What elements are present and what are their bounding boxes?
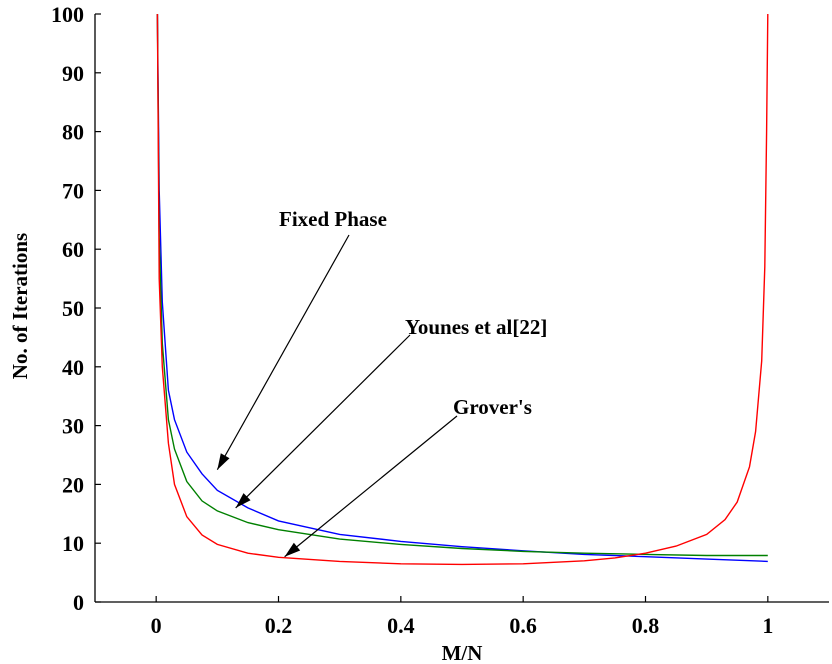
x-tick-label: 0: [151, 613, 162, 638]
annotation-arrow: [235, 334, 411, 509]
x-axis-label: M/N: [442, 641, 483, 664]
x-tick-label: 0.2: [265, 613, 293, 638]
series-line-0: [156, 13, 768, 563]
y-tick-label: 80: [62, 120, 84, 145]
y-axis-label: No. of Iterations: [8, 233, 32, 379]
annotation-label: Fixed Phase: [279, 207, 387, 231]
annotation-label: Grover's: [453, 395, 532, 419]
annotations: Fixed Phase Younes et al[22] Grover's: [216, 207, 547, 558]
y-tick-label: 40: [62, 355, 84, 380]
arrow-head-icon: [235, 493, 251, 508]
y-tick-label: 20: [62, 472, 84, 497]
arrow-head-icon: [284, 542, 301, 557]
x-tick-label: 0.8: [632, 613, 660, 638]
y-tick-label: 60: [62, 237, 84, 262]
annotation-label: Younes et al[22]: [405, 315, 547, 339]
y-tick-label: 0: [73, 590, 84, 615]
y-tick-label: 70: [62, 178, 84, 203]
y-tick-label: 10: [62, 531, 84, 556]
series-lines: [156, 13, 769, 566]
y-tick-label: 30: [62, 414, 84, 439]
series-line-1: [156, 13, 768, 557]
y-tick-label: 90: [62, 61, 84, 86]
y-tick-label: 50: [62, 296, 84, 321]
arrow-head-icon: [217, 453, 230, 470]
annotation-arrow: [284, 415, 458, 558]
annotation-arrow: [216, 234, 350, 470]
x-tick-label: 1: [762, 613, 773, 638]
x-tick-label: 0.6: [509, 613, 537, 638]
plot-area: [94, 14, 829, 603]
y-tick-label: 100: [51, 2, 84, 27]
x-tick-label: 0.4: [387, 613, 415, 638]
series-line-2: [156, 13, 769, 566]
